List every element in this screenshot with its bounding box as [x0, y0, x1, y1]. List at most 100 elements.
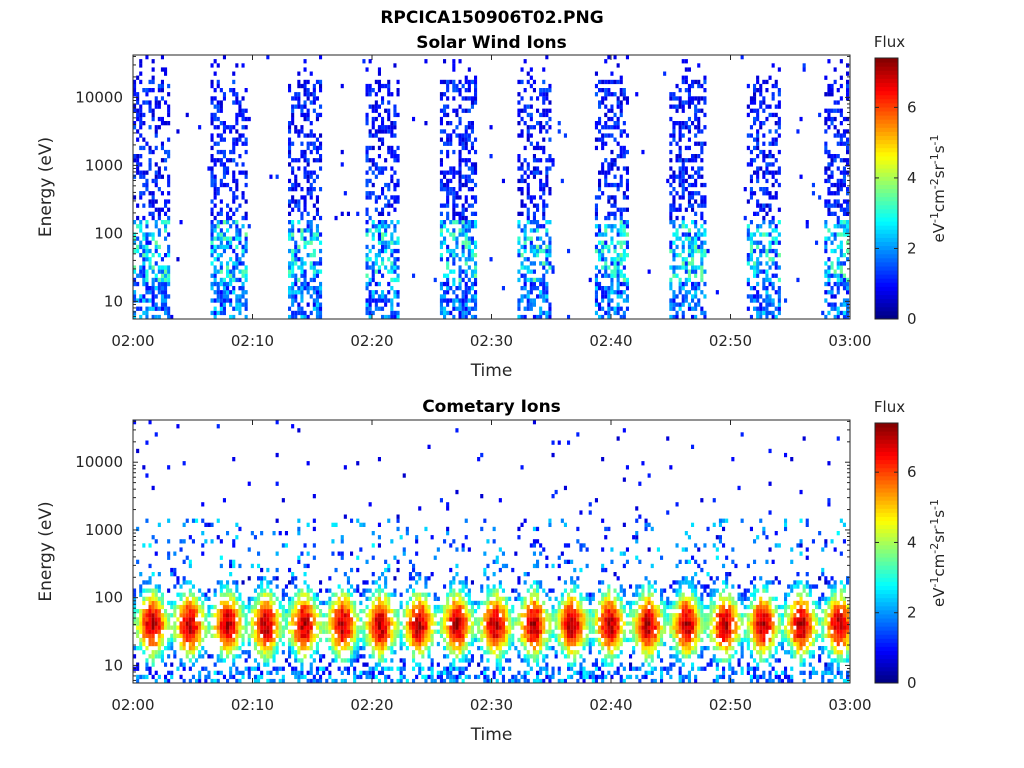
- heat-cell: [226, 641, 230, 647]
- heat-cell: [142, 88, 146, 93]
- heat-cell: [532, 220, 536, 225]
- heat-cell: [160, 83, 164, 89]
- heat-cell: [842, 141, 846, 146]
- heat-cell: [517, 302, 521, 307]
- heat-cell: [601, 145, 605, 151]
- heat-cell: [353, 658, 357, 663]
- heat-cell: [381, 613, 385, 618]
- heat-cell: [185, 112, 189, 118]
- colorbar-step: [875, 106, 898, 112]
- heat-cell: [622, 228, 626, 233]
- heat-cell: [164, 71, 168, 76]
- heat-cell: [393, 290, 397, 295]
- heat-cell: [291, 310, 295, 316]
- heat-cell: [139, 125, 143, 130]
- heat-cell: [160, 96, 164, 101]
- heat-cell: [213, 224, 217, 229]
- heat-cell: [443, 240, 447, 245]
- heat-cell: [474, 195, 478, 200]
- heat-cell: [232, 191, 236, 196]
- heat-cell: [619, 174, 623, 179]
- heat-cell: [201, 613, 205, 618]
- heat-cell: [610, 290, 614, 295]
- heat-cell: [598, 269, 602, 274]
- heat-cell: [675, 207, 679, 212]
- heat-cell: [148, 162, 152, 167]
- heat-cell: [204, 633, 208, 638]
- heat-cell: [315, 621, 319, 626]
- heat-cell: [291, 666, 295, 671]
- heat-cell: [424, 621, 428, 626]
- heat-cell: [833, 67, 837, 72]
- heat-cell: [836, 203, 840, 208]
- heat-cell: [216, 232, 220, 237]
- heat-cell: [219, 199, 223, 204]
- heat-cell: [467, 220, 471, 225]
- heat-cell: [229, 596, 233, 601]
- heat-cell: [210, 79, 214, 85]
- heat-cell: [281, 588, 285, 593]
- heat-cell: [371, 310, 375, 316]
- heat-cell: [601, 170, 605, 175]
- heat-cell: [424, 629, 428, 634]
- heat-cell: [824, 129, 828, 134]
- heat-cell: [827, 88, 831, 93]
- heat-cell: [694, 108, 698, 113]
- heat-cell: [288, 88, 292, 93]
- heat-cell: [678, 96, 682, 101]
- heat-cell: [154, 432, 158, 437]
- heat-cell: [371, 191, 375, 196]
- heat-cell: [297, 674, 301, 680]
- heat-cell: [446, 121, 450, 126]
- heat-cell: [371, 145, 375, 151]
- heat-cell: [229, 572, 233, 577]
- heat-cell: [697, 281, 701, 287]
- heat-cell: [449, 170, 453, 175]
- heat-cell: [288, 290, 292, 295]
- heat-cell: [539, 236, 543, 241]
- heat-cell: [312, 290, 316, 295]
- heat-cell: [526, 302, 530, 307]
- heat-cell: [303, 244, 307, 250]
- heat-cell: [393, 112, 397, 118]
- heat-cell: [297, 518, 301, 523]
- heat-cell: [616, 116, 620, 122]
- heat-cell: [207, 674, 211, 680]
- heat-cell: [356, 625, 360, 630]
- heat-cell: [325, 625, 329, 630]
- heat-cell: [396, 199, 400, 204]
- heat-cell: [520, 298, 524, 303]
- heat-cell: [669, 240, 673, 245]
- heat-cell: [222, 244, 226, 250]
- heat-cell: [529, 244, 533, 250]
- heat-cell: [216, 108, 220, 113]
- heat-cell: [381, 290, 385, 295]
- colorbar-step: [875, 233, 898, 238]
- heat-cell: [756, 211, 760, 216]
- heat-cell: [399, 666, 403, 671]
- heat-cell: [756, 166, 760, 171]
- heat-cell: [198, 621, 202, 626]
- heat-cell: [548, 265, 552, 270]
- heat-cell: [346, 576, 350, 581]
- heat-cell: [139, 306, 143, 311]
- heat-cell: [830, 92, 834, 97]
- heat-cell: [306, 220, 310, 225]
- heat-cell: [266, 592, 270, 597]
- heat-cell: [703, 96, 707, 101]
- heat-cell: [359, 674, 363, 680]
- heat-cell: [232, 596, 236, 601]
- heat-cell: [777, 92, 781, 97]
- heat-cell: [474, 290, 478, 295]
- heat-cell: [213, 281, 217, 287]
- heat-cell: [374, 609, 378, 614]
- heat-cell: [412, 609, 416, 614]
- heat-cell: [610, 257, 614, 262]
- heat-cell: [824, 240, 828, 245]
- heat-cell: [213, 625, 217, 630]
- heat-cell: [291, 253, 295, 258]
- heat-cell: [467, 166, 471, 171]
- heat-cell: [532, 158, 536, 163]
- heat-cell: [424, 609, 428, 614]
- heat-cell: [452, 220, 456, 225]
